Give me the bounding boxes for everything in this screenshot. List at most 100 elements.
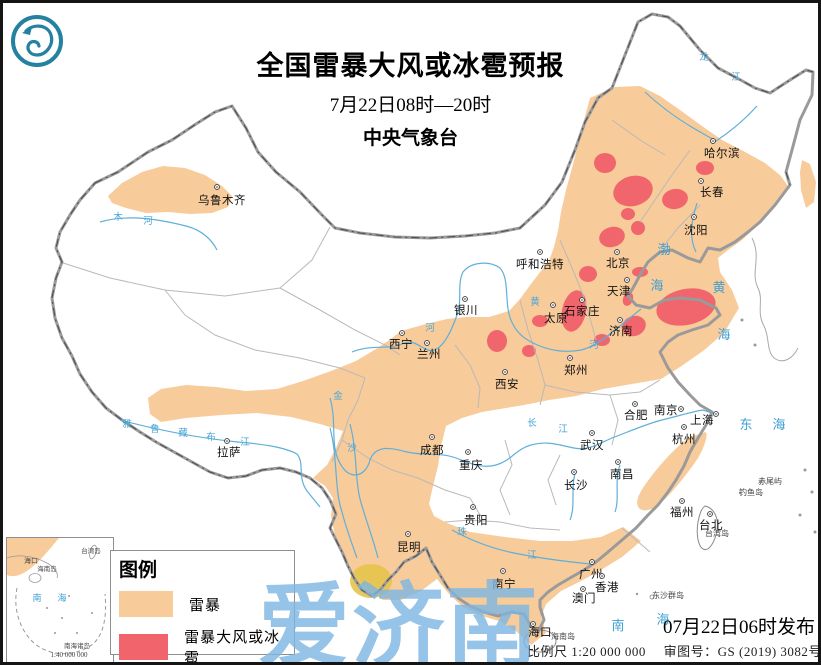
river-label: 河 — [143, 215, 153, 227]
thunderstorm-region-main — [148, 86, 788, 645]
river-label: 金 — [333, 390, 343, 402]
inset-label: 南海诸岛 — [64, 641, 90, 650]
city-label: 西安 — [495, 377, 519, 391]
city-dot-center — [502, 570, 504, 572]
river-label: 江 — [558, 424, 568, 435]
city-dot-center — [680, 408, 682, 410]
inset-islets — [46, 595, 93, 634]
legend-item-hail: 雷暴大风或冰雹 — [119, 626, 286, 665]
city-dot-center — [464, 298, 466, 300]
city-marker: 台北 — [699, 511, 723, 532]
city-label: 广州 — [579, 568, 603, 581]
city-label: 香港 — [595, 581, 619, 594]
city-label: 澳门 — [572, 591, 596, 605]
river-label: 木 — [113, 211, 123, 223]
city-dot-center — [582, 588, 584, 590]
city-marker: 合肥 — [624, 401, 648, 422]
river-label: 江 — [731, 72, 741, 83]
legend-box: 图例 雷暴 雷暴大风或冰雹 — [110, 550, 295, 665]
sea-label: 海 — [772, 417, 785, 432]
city-marker: 杭州 — [672, 424, 696, 446]
city-dot-center — [431, 436, 433, 438]
city-dot-center — [226, 440, 228, 442]
taiwan-island — [696, 505, 718, 551]
sea-label: 海 — [650, 278, 663, 293]
inset-hainan — [28, 573, 42, 583]
hail-region — [594, 153, 616, 173]
city-label: 西宁 — [389, 337, 413, 351]
city-marker: 澳门 — [572, 586, 596, 605]
thunderstorm-region-xinjiang — [108, 166, 232, 214]
city-marker: 南昌 — [610, 459, 634, 481]
hail-region — [622, 292, 634, 306]
river-label: 藏 — [178, 427, 188, 439]
city-marker: 天津 — [607, 277, 631, 298]
river-label: 江 — [240, 437, 250, 448]
inset-label: 海南岛 — [37, 564, 57, 573]
city-label: 拉萨 — [217, 445, 241, 459]
city-dot-center — [581, 299, 583, 301]
hail-region — [662, 188, 688, 210]
city-marker: 太原 — [544, 302, 568, 325]
city-marker: 北京 — [606, 249, 630, 270]
city-dot-center — [539, 251, 541, 253]
city-label: 石家庄 — [564, 304, 600, 318]
hail-region — [696, 161, 714, 175]
city-dot-center — [619, 319, 621, 321]
city-label: 昆明 — [397, 541, 421, 554]
island-label: 东沙群岛 — [652, 590, 684, 600]
country-outline — [50, 12, 815, 634]
hail-region — [522, 345, 536, 357]
island-label: 海南岛 — [551, 631, 575, 641]
city-marker: 贵阳 — [464, 504, 488, 527]
city-label: 沈阳 — [684, 223, 708, 237]
sea-label: 黄 — [712, 280, 725, 295]
hail-region — [631, 221, 645, 235]
city-label: 合肥 — [624, 408, 648, 422]
city-marker: 成都 — [420, 434, 444, 457]
city-marker: 济南 — [609, 317, 633, 338]
sea-label: 海 — [717, 327, 730, 342]
legend-label: 雷暴 — [189, 597, 222, 614]
city-dot-center — [634, 403, 636, 405]
city-label: 天津 — [607, 285, 631, 298]
issue-time: 07月22日06时发布 — [662, 617, 815, 638]
inset-label: 1:40 000 000 — [51, 651, 88, 659]
city-label: 武汉 — [580, 439, 604, 452]
inset-label: 海 — [57, 592, 66, 603]
city-dot-center — [712, 140, 714, 142]
province-boundaries — [59, 119, 701, 553]
inset-label: 台湾岛 — [81, 546, 101, 555]
river-label: 沙 — [347, 443, 357, 454]
island-label: 钓鱼岛 — [739, 487, 763, 497]
city-marker: 上海 — [690, 411, 719, 427]
hail-region — [599, 226, 625, 248]
city-label: 兰州 — [417, 348, 441, 361]
city-label: 重庆 — [459, 458, 483, 472]
city-marker: 南京 — [654, 403, 684, 417]
hail-region — [621, 208, 635, 220]
city-dot-center — [617, 461, 619, 463]
korea-coastline — [751, 237, 799, 362]
sea-label: 海 — [656, 612, 669, 627]
sea-labels: 渤海 黄海东 海南海 — [611, 242, 785, 633]
city-label: 贵阳 — [464, 514, 488, 527]
city-label: 长沙 — [564, 479, 588, 492]
city-marker: 西安 — [495, 369, 519, 391]
city-label: 南昌 — [610, 467, 634, 481]
map-scale: 比例尺 1:20 000 000 — [527, 644, 646, 659]
city-dot-center — [426, 342, 428, 344]
city-dot-center — [693, 216, 695, 218]
city-marker: 长春 — [698, 178, 724, 199]
city-marker: 银川 — [454, 296, 478, 317]
river-label: 雅 — [122, 418, 132, 430]
river-label: 河 — [589, 339, 599, 351]
city-marker: 拉萨 — [217, 438, 241, 459]
sea-label: 东 — [739, 417, 752, 432]
thunderstorm-region-ne-strip — [800, 160, 816, 208]
city-dot-center — [709, 513, 711, 515]
city-label: 郑州 — [564, 363, 588, 377]
city-marker: 沈阳 — [684, 214, 708, 237]
